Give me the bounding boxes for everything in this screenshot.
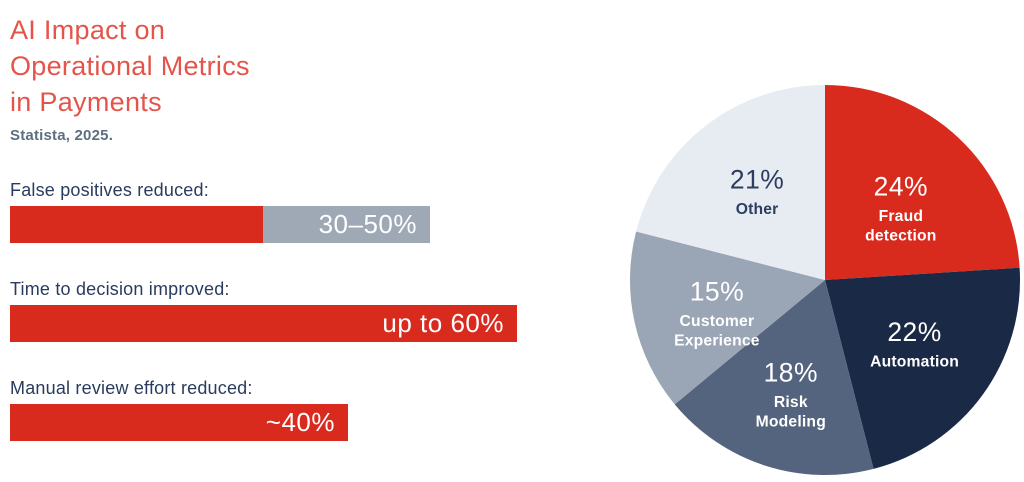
- page-title-line: AI Impact on: [10, 15, 166, 45]
- metric-bar: 30–50%: [10, 206, 580, 243]
- pie-slice-name: Automation: [870, 354, 959, 371]
- page-title: AI Impact on Operational Metrics in Paym…: [10, 12, 580, 120]
- page-title-line: in Payments: [10, 87, 162, 117]
- bar-segment: up to 60%: [10, 305, 517, 342]
- pie-slice-name: Experience: [674, 332, 760, 349]
- metric-row-manual-review-effort-reduced-: Manual review effort reduced: ~40%: [10, 378, 580, 441]
- metric-bar: up to 60%: [10, 305, 580, 342]
- bar-value-label: up to 60%: [382, 308, 504, 338]
- bar-segment: 30–50%: [263, 206, 430, 243]
- source-label: Statista, 2025.: [10, 127, 114, 144]
- metric-label: False positives reduced:: [10, 180, 209, 200]
- pie-slice-name: detection: [865, 227, 936, 244]
- pie-slice-other: [636, 84, 825, 280]
- metric-bar: ~40%: [10, 404, 580, 441]
- bar-segment: [10, 206, 263, 243]
- metric-row-time-to-decision-improved-: Time to decision improved: up to 60%: [10, 279, 580, 342]
- pie-percent-label: 21%: [730, 165, 784, 195]
- pie-slice-risk-modeling: [674, 280, 874, 476]
- bar-chart: False positives reduced: 30–50% Time to de…: [10, 180, 580, 441]
- metric-label: Manual review effort reduced:: [10, 378, 253, 398]
- metric-label: Time to decision improved:: [10, 279, 230, 299]
- pie-percent-label: 15%: [690, 276, 744, 306]
- bar-segment: ~40%: [10, 404, 348, 441]
- pie-slice-name: Other: [736, 201, 779, 218]
- pie-slice-customer-experience: [629, 231, 825, 405]
- bar-value-label: 30–50%: [318, 209, 417, 239]
- metric-row-false-positives-reduced-: False positives reduced: 30–50%: [10, 180, 580, 243]
- pie-slice-name: Risk: [774, 394, 808, 411]
- pie-slice-name: Fraud: [879, 208, 924, 225]
- pie-chart: 24% Fraud detection 22% Automation 18% Risk Mod…: [629, 84, 1021, 476]
- left-column: AI Impact on Operational Metrics in Paym…: [10, 12, 580, 477]
- bar-value-label: ~40%: [265, 407, 335, 437]
- pie-percent-label: 18%: [764, 357, 818, 387]
- pie-percent-label: 24%: [874, 171, 928, 201]
- pie-slice-name: Customer: [680, 313, 755, 330]
- pie-slice-name: Modeling: [756, 414, 826, 431]
- pie-slice-fraud-detection: [825, 84, 1020, 280]
- pie-percent-label: 22%: [887, 317, 941, 347]
- page-title-line: Operational Metrics: [10, 51, 250, 81]
- pie-slice-automation: [825, 267, 1021, 469]
